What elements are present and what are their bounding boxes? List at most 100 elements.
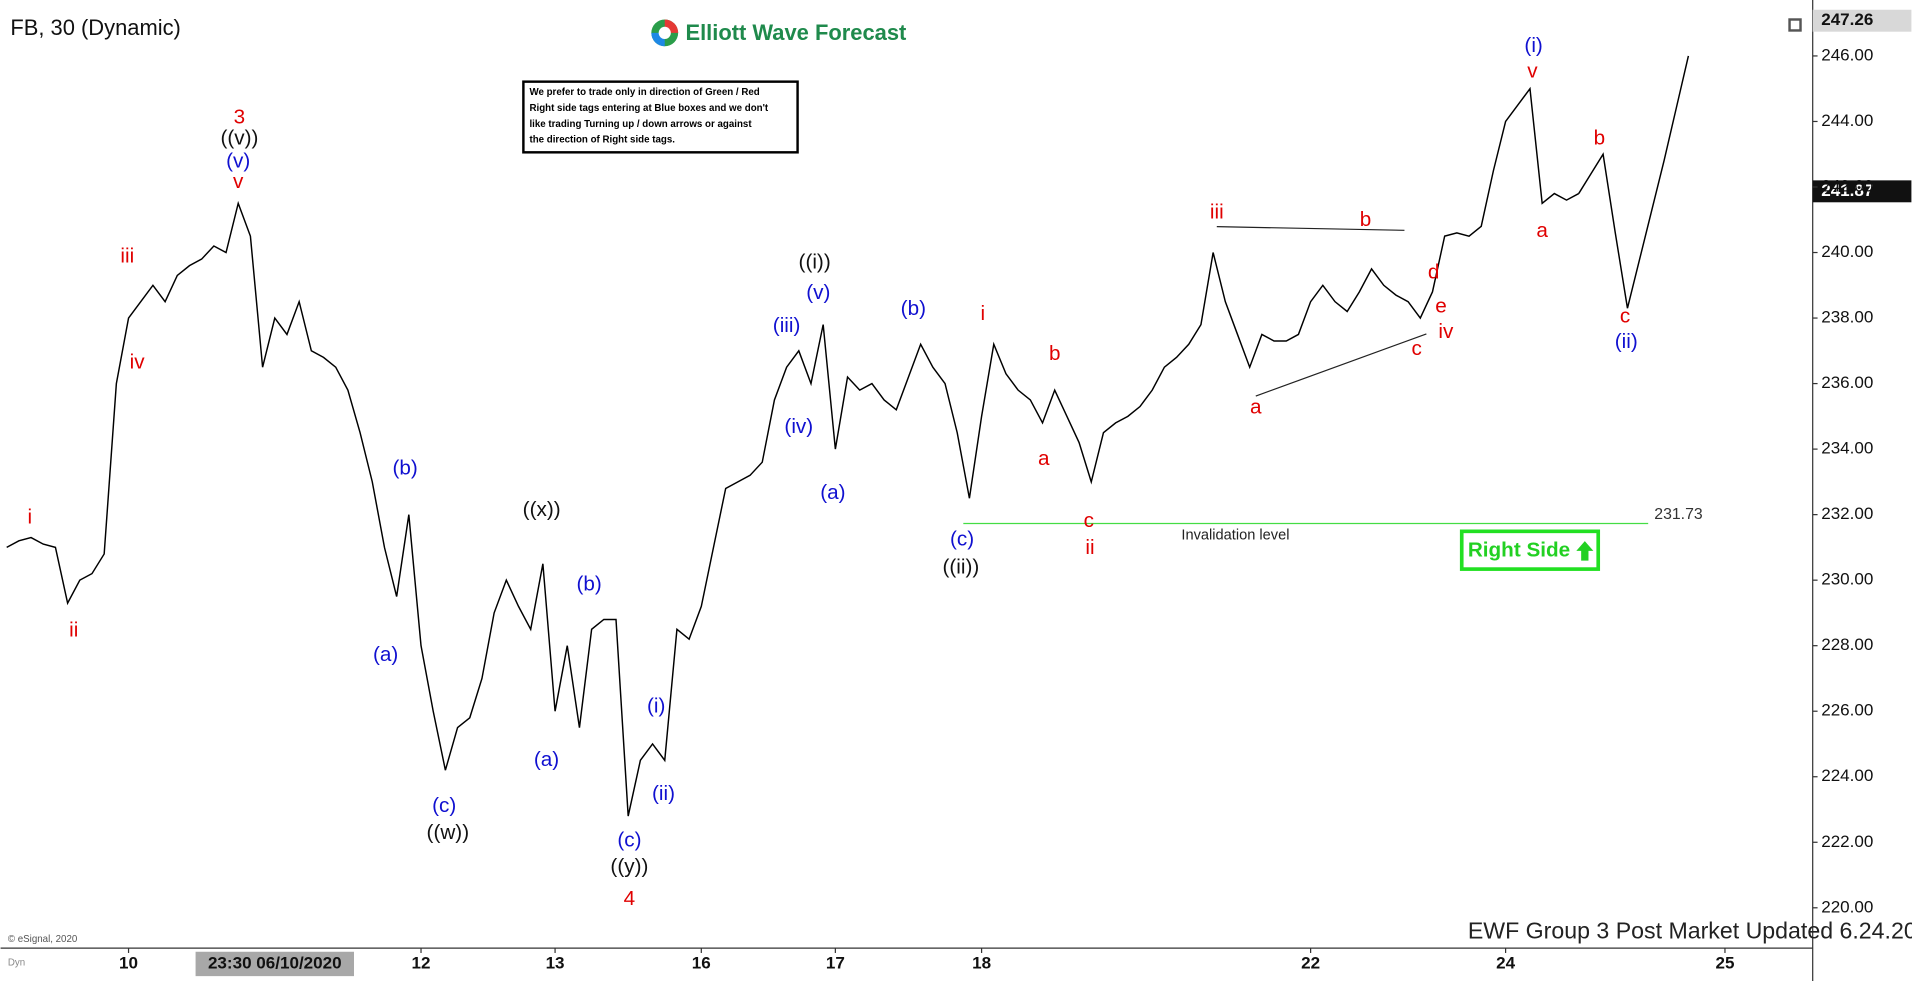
note-line: like trading Turning up / down arrows or…	[529, 119, 752, 130]
corner-icon-inner	[1790, 20, 1800, 30]
wave-label: a	[1536, 219, 1548, 242]
price-line	[1578, 55, 1690, 309]
note-line: We prefer to trade only in direction of …	[529, 87, 759, 98]
right-side-box	[1459, 529, 1601, 571]
wave-label: ((v))	[220, 126, 258, 149]
y-tick-label: 226.00	[1821, 701, 1873, 720]
wave-label: 3	[234, 106, 246, 129]
wave-label: e	[1435, 295, 1447, 318]
x-tick-label: 22	[1301, 953, 1320, 972]
wave-label: c	[1411, 337, 1421, 360]
wave-label: (a)	[373, 643, 398, 666]
wave-label: c	[1084, 509, 1094, 532]
wave-label: b	[1594, 126, 1606, 149]
wave-label: ((ii))	[942, 555, 979, 578]
right-side-arrow	[1576, 541, 1594, 561]
brand-logo: Elliott Wave Forecast	[651, 19, 907, 47]
wave-label: (v)	[806, 281, 830, 304]
wave-label: (i)	[647, 694, 665, 717]
x-tick-label: 24	[1496, 953, 1515, 972]
y-tick-label: 238.00	[1821, 308, 1873, 327]
wave-label: i	[981, 302, 986, 325]
wave-label: (b)	[393, 457, 418, 480]
wave-label: (c)	[950, 527, 974, 550]
wave-label: ((y))	[610, 855, 648, 878]
wave-label: v	[233, 170, 244, 193]
note-box	[522, 80, 799, 154]
wave-label: (v)	[226, 150, 250, 173]
brand-name: Elliott Wave Forecast	[685, 20, 907, 45]
wave-label: iv	[1438, 320, 1454, 343]
wave-label: (b)	[901, 297, 926, 320]
wave-label: (a)	[820, 481, 845, 504]
crosshair-box	[195, 951, 354, 977]
triangle-lower-line	[1255, 333, 1427, 397]
y-tick-label: 228.00	[1821, 635, 1873, 654]
x-tick-label: 10	[119, 953, 138, 972]
top-price-label: 247.26	[1821, 10, 1873, 29]
y-tick-label: 244.00	[1821, 111, 1873, 130]
wave-label: c	[1620, 304, 1630, 327]
wave-label: ((x))	[523, 498, 561, 521]
wave-label: a	[1038, 447, 1050, 470]
wave-label: ii	[1085, 536, 1094, 559]
wave-label: (c)	[617, 828, 641, 851]
y-tick-label: 240.00	[1821, 242, 1873, 261]
wave-label: (ii)	[652, 782, 675, 805]
wave-label: a	[1250, 396, 1262, 419]
wave-label: 4	[624, 887, 636, 910]
wave-label: (a)	[534, 748, 559, 771]
wave-label: (iv)	[784, 415, 813, 438]
right-side-label: Right Side	[1468, 538, 1570, 561]
dyn-label: Dyn	[8, 957, 25, 968]
invalidation-label: Invalidation level	[1181, 528, 1289, 544]
top-price-box	[1812, 9, 1912, 32]
wave-label: b	[1049, 342, 1061, 365]
wave-label: ii	[69, 619, 78, 642]
x-tick-label: 17	[826, 953, 845, 972]
last-price-label: 241.87	[1821, 181, 1873, 200]
x-tick-label: 16	[692, 953, 711, 972]
chart-title: FB, 30 (Dynamic)	[10, 15, 181, 40]
wave-label: i	[28, 505, 33, 528]
price-line	[6, 86, 1580, 817]
invalidation-value: 231.73	[1654, 506, 1703, 523]
x-tick-label: 18	[972, 953, 991, 972]
y-tick-label: 220.00	[1821, 897, 1873, 916]
wave-label: d	[1428, 260, 1440, 283]
y-tick-label: 242.00	[1821, 176, 1873, 195]
note-line: Right side tags entering at Blue boxes a…	[529, 103, 768, 114]
y-tick-label: 230.00	[1821, 570, 1873, 589]
wave-label: ((i))	[799, 251, 831, 274]
wave-label: (c)	[432, 794, 456, 817]
y-tick-label: 222.00	[1821, 832, 1873, 851]
wave-label: iii	[120, 245, 134, 268]
y-tick-label: 224.00	[1821, 766, 1873, 785]
wave-label: (i)	[1524, 34, 1542, 57]
triangle-upper-line	[1216, 226, 1405, 231]
wave-label: b	[1360, 208, 1372, 231]
wave-label: iii	[1210, 201, 1224, 224]
copyright: © eSignal, 2020	[8, 934, 78, 945]
x-tick-label: 13	[546, 953, 565, 972]
y-tick-label: 234.00	[1821, 439, 1873, 458]
wave-label: ((w))	[427, 821, 470, 844]
wave-label: v	[1527, 59, 1538, 82]
last-price-box	[1812, 180, 1912, 203]
wave-label: (iii)	[773, 314, 801, 337]
crosshair-label: 23:30 06/10/2020	[208, 953, 342, 972]
footer: EWF Group 3 Post Market Updated 6.24.202…	[1468, 917, 1912, 943]
x-tick-label: 12	[412, 953, 431, 972]
y-tick-label: 246.00	[1821, 45, 1873, 64]
wave-label: (ii)	[1615, 330, 1638, 353]
note-line: the direction of Right side tags.	[529, 135, 675, 146]
y-tick-label: 232.00	[1821, 504, 1873, 523]
wave-label: (b)	[577, 572, 602, 595]
wave-label: iv	[130, 351, 146, 374]
logo-center	[658, 26, 671, 39]
x-tick-label: 25	[1715, 953, 1734, 972]
y-tick-label: 236.00	[1821, 373, 1873, 392]
